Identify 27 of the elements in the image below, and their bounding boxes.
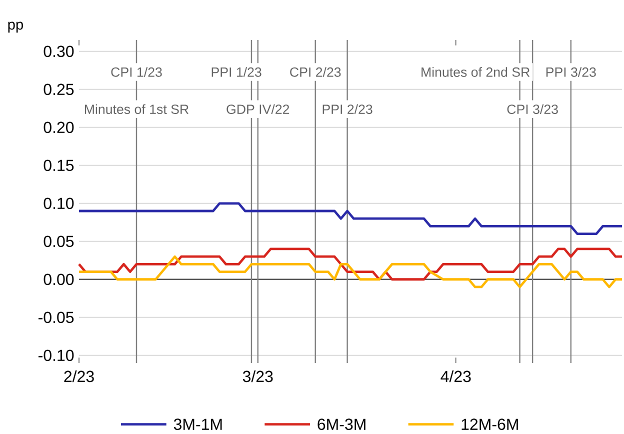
legend-label: 6M-3M [318, 418, 366, 430]
y-tick-label: 0.30 [44, 46, 74, 58]
ref-line-label: CPI 2/23 [290, 67, 341, 77]
x-tick-label: 4/23 [440, 370, 471, 382]
y-axis-title: pp [8, 22, 23, 33]
y-tick-label: 0.20 [44, 122, 74, 134]
y-tick-label: 0.25 [44, 84, 74, 96]
line-series [78, 255, 624, 288]
ref-line-label: CPI 1/23 [111, 67, 162, 77]
annotation: Minutes of 1st SR [84, 104, 188, 114]
ref-line-label: PPI 2/23 [322, 104, 372, 114]
y-tick-label: -0.10 [38, 350, 74, 362]
ref-line-label: PPI 1/23 [212, 67, 262, 77]
ref-line-label: GDP IV/22 [226, 104, 290, 114]
legend-label: 3M-1M [174, 418, 222, 430]
y-tick-label: -0.05 [38, 312, 74, 324]
ref-line-label: CPI 3/23 [507, 104, 558, 114]
ref-line-label: PPI 3/23 [546, 67, 596, 77]
y-tick-label: 0.00 [44, 274, 74, 286]
line-series [78, 202, 624, 235]
x-tick-label: 3/23 [242, 370, 273, 382]
y-tick-label: 0.10 [44, 198, 74, 210]
ref-line-label: Minutes of 2nd SR [422, 67, 530, 77]
y-tick-label: 0.15 [44, 160, 74, 172]
x-tick-label: 2/23 [64, 370, 94, 382]
y-tick-label: 0.05 [44, 236, 74, 248]
legend-label: 12M-6M [462, 418, 518, 430]
